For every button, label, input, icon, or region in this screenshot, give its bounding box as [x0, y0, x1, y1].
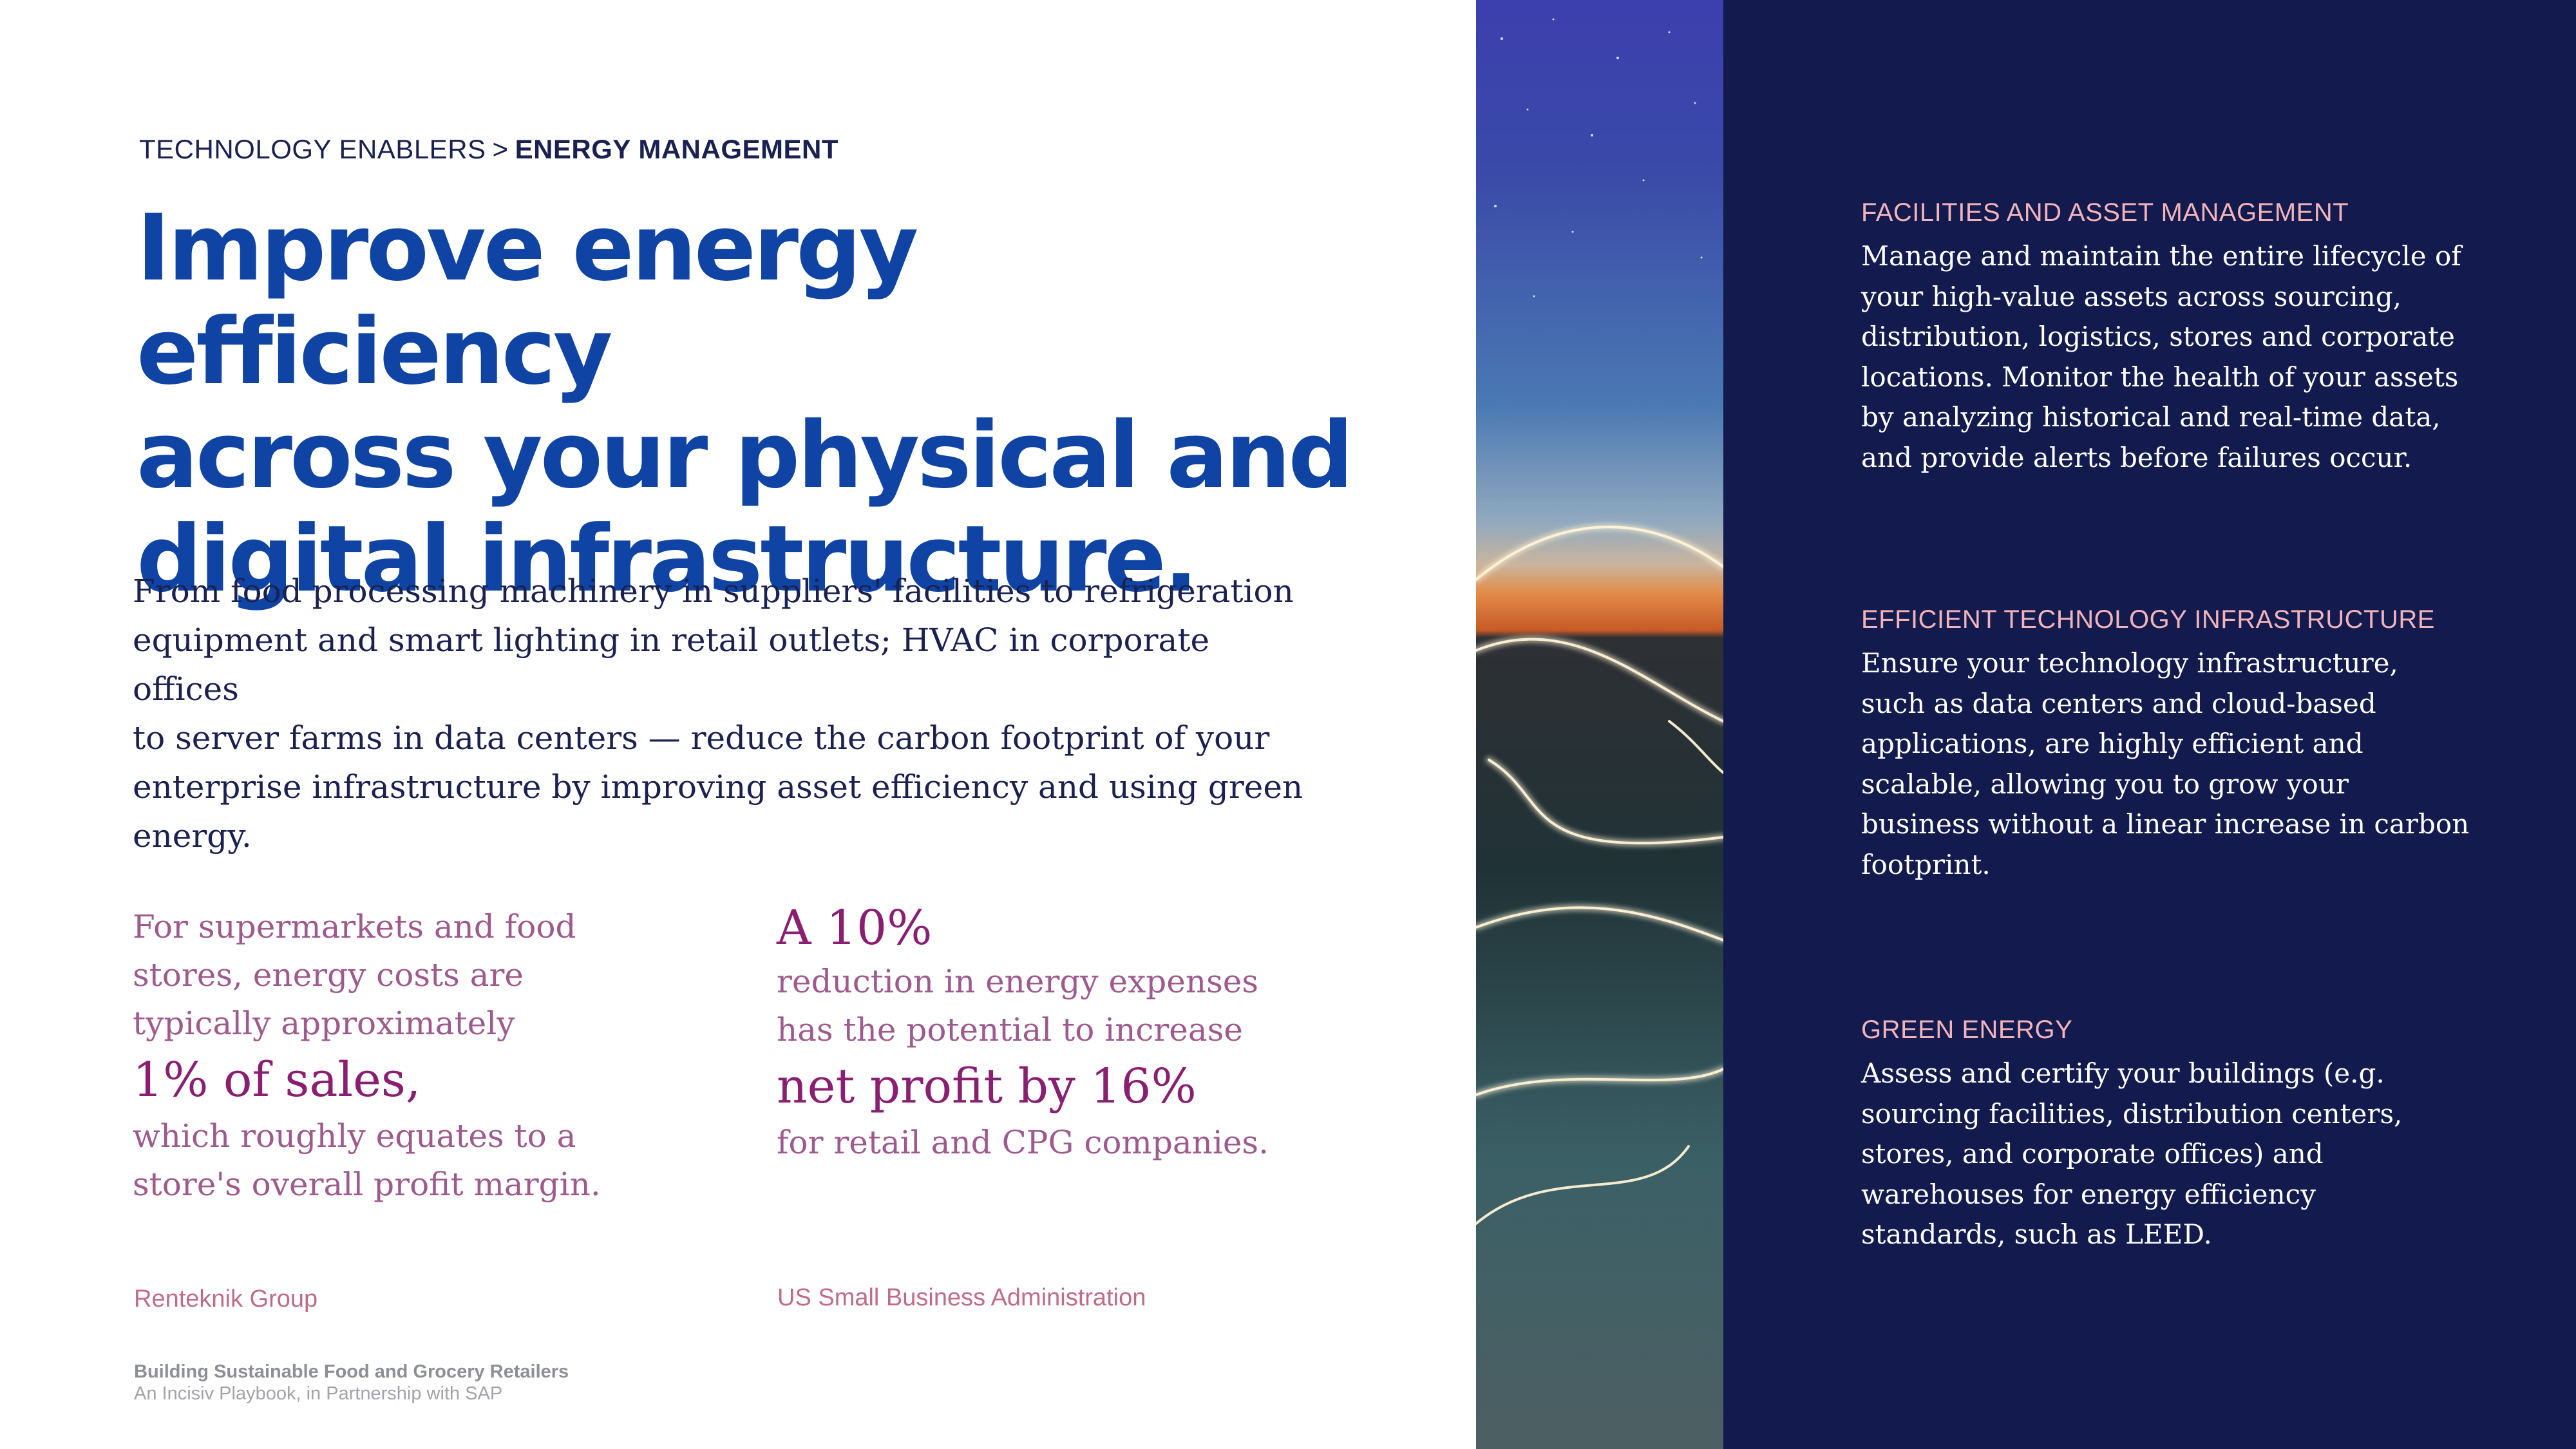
- body-line: Assess and certify your buildings (e.g.: [1861, 1057, 2385, 1089]
- stat-line: typically approximately: [133, 1005, 515, 1042]
- stat-highlight: net profit by 16%: [777, 1059, 1197, 1114]
- breadcrumb-separator: >: [492, 134, 509, 164]
- stat-line: which roughly equates to a: [133, 1117, 576, 1155]
- page-title: Improve energy efficiency across your ph…: [137, 196, 1360, 611]
- body-line: and provide alerts before failures occur…: [1861, 441, 2412, 473]
- breadcrumb: TECHNOLOGY ENABLERS > ENERGY MANAGEMENT: [139, 134, 838, 165]
- section-facilities-asset-management: FACILITIES AND ASSET MANAGEMENT Manage a…: [1861, 198, 2479, 478]
- body-line: stores, and corporate offices) and: [1861, 1138, 2324, 1170]
- body-line: scalable, allowing you to grow your: [1861, 768, 2349, 800]
- section-heading: FACILITIES AND ASSET MANAGEMENT: [1861, 198, 2349, 227]
- left-content-panel: TECHNOLOGY ENABLERS > ENERGY MANAGEMENT Im…: [133, 134, 1388, 1404]
- stat-line: stores, energy costs are: [133, 956, 524, 994]
- section-heading: GREEN ENERGY: [1861, 1016, 2073, 1044]
- intro-line: energy.: [133, 817, 252, 855]
- section-body: Ensure your technology infrastructure, s…: [1861, 643, 2479, 885]
- right-navy-panel: FACILITIES AND ASSET MANAGEMENT Manage a…: [1723, 0, 2576, 1449]
- photo-graphic: [1476, 0, 1723, 1449]
- body-line: applications, are highly efficient and: [1861, 728, 2363, 759]
- section-heading: EFFICIENT TECHNOLOGY INFRASTRUCTURE: [1861, 605, 2435, 634]
- stat-line: store's overall profit margin.: [133, 1166, 601, 1203]
- stat-energy-costs: For supermarkets and food stores, energy…: [133, 903, 764, 1209]
- title-line: Improve energy efficiency: [137, 195, 918, 405]
- stat-line: reduction in energy expenses: [777, 963, 1258, 1000]
- stat-lead: For supermarkets and food stores, energy…: [133, 903, 764, 1048]
- body-line: Ensure your technology infrastructure,: [1861, 647, 2398, 679]
- body-line: such as data centers and cloud-based: [1861, 687, 2376, 719]
- body-line: sourcing facilities, distribution center…: [1861, 1097, 2403, 1130]
- stat-profit-increase: A 10% reduction in energy expenses has t…: [777, 898, 1388, 1167]
- body-line: locations. Monitor the health of your as…: [1861, 361, 2459, 393]
- title-line: digital infrastructure.: [137, 506, 1198, 612]
- body-line: warehouses for energy efficiency: [1861, 1178, 2316, 1210]
- section-body: Manage and maintain the entire lifecycle…: [1861, 236, 2479, 478]
- breadcrumb-current: ENERGY MANAGEMENT: [515, 134, 839, 164]
- stat-highlight: 1% of sales,: [133, 1052, 421, 1108]
- stat-tail: for retail and CPG companies.: [777, 1119, 1388, 1167]
- footer-title: Building Sustainable Food and Grocery Re…: [134, 1361, 569, 1382]
- section-body: Assess and certify your buildings (e.g. …: [1861, 1054, 2479, 1255]
- body-line: business without a linear increase in ca…: [1861, 808, 2470, 840]
- stat-line: For supermarkets and food: [133, 908, 576, 945]
- intro-line: to server farms in data centers — reduce…: [133, 719, 1270, 757]
- intro-line: equipment and smart lighting in retail o…: [133, 621, 1210, 708]
- section-efficient-technology-infrastructure: EFFICIENT TECHNOLOGY INFRASTRUCTURE Ensu…: [1861, 605, 2479, 885]
- stat-tail: which roughly equates to a store's overa…: [133, 1112, 764, 1209]
- intro-paragraph: From food processing machinery in suppli…: [133, 567, 1311, 860]
- body-line: your high-value assets across sourcing,: [1861, 280, 2401, 312]
- body-line: distribution, logistics, stores and corp…: [1861, 321, 2456, 352]
- body-line: by analyzing historical and real-time da…: [1861, 401, 2441, 433]
- title-line: across your physical and: [137, 402, 1354, 509]
- stat-line: has the potential to increase: [777, 1011, 1243, 1048]
- body-line: footprint.: [1861, 848, 1991, 880]
- stat-lead: A 10%: [777, 900, 933, 956]
- source-sba[interactable]: US Small Business Administration: [777, 1284, 1146, 1311]
- intro-line: From food processing machinery in suppli…: [133, 573, 1294, 610]
- stat-line: for retail and CPG companies.: [777, 1124, 1269, 1161]
- light-trails-photo: [1476, 0, 1723, 1449]
- stat-mid: reduction in energy expenses has the pot…: [777, 958, 1388, 1054]
- section-green-energy: GREEN ENERGY Assess and certify your bui…: [1861, 1016, 2479, 1255]
- source-renteknik[interactable]: Renteknik Group: [134, 1285, 318, 1312]
- footer-subtitle: An Incisiv Playbook, in Partnership with…: [134, 1383, 503, 1404]
- intro-line: enterprise infrastructure by improving a…: [133, 768, 1303, 806]
- body-line: standards, such as LEED.: [1861, 1218, 2212, 1250]
- body-line: Manage and maintain the entire lifecycle…: [1861, 240, 2461, 272]
- breadcrumb-section[interactable]: TECHNOLOGY ENABLERS: [139, 134, 486, 164]
